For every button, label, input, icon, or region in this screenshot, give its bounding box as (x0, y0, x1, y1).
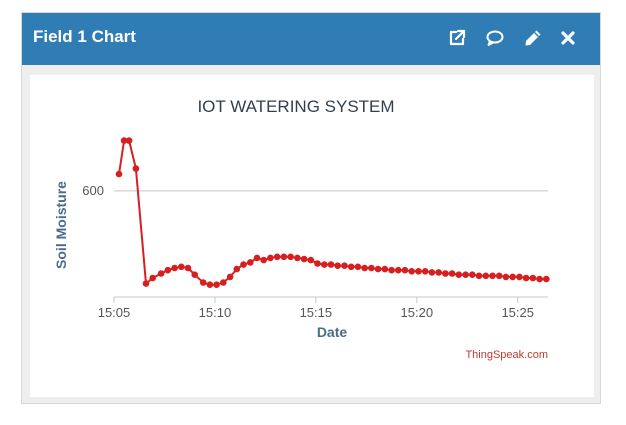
data-point (428, 269, 436, 276)
line-chart: IOT WATERING SYSTEM Soil Moisture Date T… (53, 97, 550, 361)
data-point (294, 254, 301, 262)
data-point (253, 254, 261, 262)
data-point (408, 268, 416, 275)
data-point (226, 273, 234, 281)
data-point (536, 275, 543, 283)
data-point (149, 274, 156, 282)
data-point (442, 270, 449, 277)
data-point (469, 271, 476, 278)
data-point (455, 271, 463, 278)
data-point (157, 270, 165, 277)
data-point (502, 273, 510, 281)
data-point (421, 268, 429, 275)
data-point (314, 260, 321, 267)
close-icon[interactable] (558, 28, 578, 48)
data-point (199, 279, 207, 286)
chart-credit[interactable]: ThingSpeak.com (465, 349, 548, 361)
data-point (368, 264, 375, 272)
data-point (347, 263, 355, 271)
data-point (307, 256, 315, 264)
data-point (321, 261, 328, 268)
x-tick-label: 15:10 (199, 305, 232, 320)
data-point (354, 263, 362, 271)
data-point (280, 253, 288, 261)
data-point (341, 262, 348, 269)
data-point (142, 280, 150, 287)
data-point (381, 265, 389, 273)
data-point (184, 264, 192, 272)
data-point (509, 273, 516, 281)
data-point (334, 262, 342, 269)
chart-panel: IOT WATERING SYSTEM Soil Moisture Date T… (30, 75, 594, 397)
x-tick-label: 15:15 (300, 305, 333, 320)
data-point (401, 266, 409, 274)
widget-header: Field 1 Chart (22, 13, 600, 65)
data-point (388, 266, 395, 274)
data-point (260, 256, 267, 264)
data-point (213, 281, 220, 288)
x-tick-label: 15:05 (98, 305, 131, 320)
data-point (516, 273, 523, 281)
data-point (220, 279, 227, 286)
data-point (120, 137, 128, 144)
x-tick-label: 15:20 (401, 305, 434, 320)
y-axis-label: Soil Moisture (53, 181, 69, 269)
data-point (191, 271, 198, 278)
data-point (132, 165, 140, 172)
data-point (495, 272, 503, 280)
data-point (300, 255, 308, 263)
data-point (115, 170, 123, 178)
data-point (125, 137, 133, 144)
chart-title: IOT WATERING SYSTEM (197, 97, 394, 116)
data-point (415, 268, 422, 275)
data-point (395, 266, 402, 274)
x-axis-label: Date (317, 324, 348, 340)
pencil-icon[interactable] (523, 28, 543, 48)
external-link-icon[interactable] (447, 28, 467, 48)
series-line (118, 139, 547, 286)
data-point (240, 261, 247, 268)
data-point (374, 265, 382, 273)
data-point (482, 272, 490, 280)
data-point (287, 253, 294, 261)
data-point (171, 264, 178, 272)
data-point (233, 265, 241, 273)
data-point (435, 269, 443, 276)
y-tick-label: 600 (82, 183, 104, 198)
data-point (178, 263, 185, 271)
data-point (247, 259, 254, 266)
data-point (164, 266, 172, 274)
data-point (529, 274, 537, 282)
data-point (543, 275, 550, 283)
x-tick-label: 15:25 (501, 305, 534, 320)
data-point (361, 264, 368, 272)
data-point (462, 271, 469, 278)
comment-icon[interactable] (485, 28, 505, 48)
data-point (522, 274, 530, 282)
chart-widget: Field 1 Chart (21, 12, 601, 404)
data-point (489, 272, 496, 280)
widget-title: Field 1 Chart (33, 27, 136, 46)
data-point (475, 272, 483, 280)
data-point (273, 253, 281, 261)
data-point (206, 281, 214, 288)
data-point (448, 270, 456, 277)
data-point (267, 254, 274, 262)
data-point (327, 261, 335, 268)
